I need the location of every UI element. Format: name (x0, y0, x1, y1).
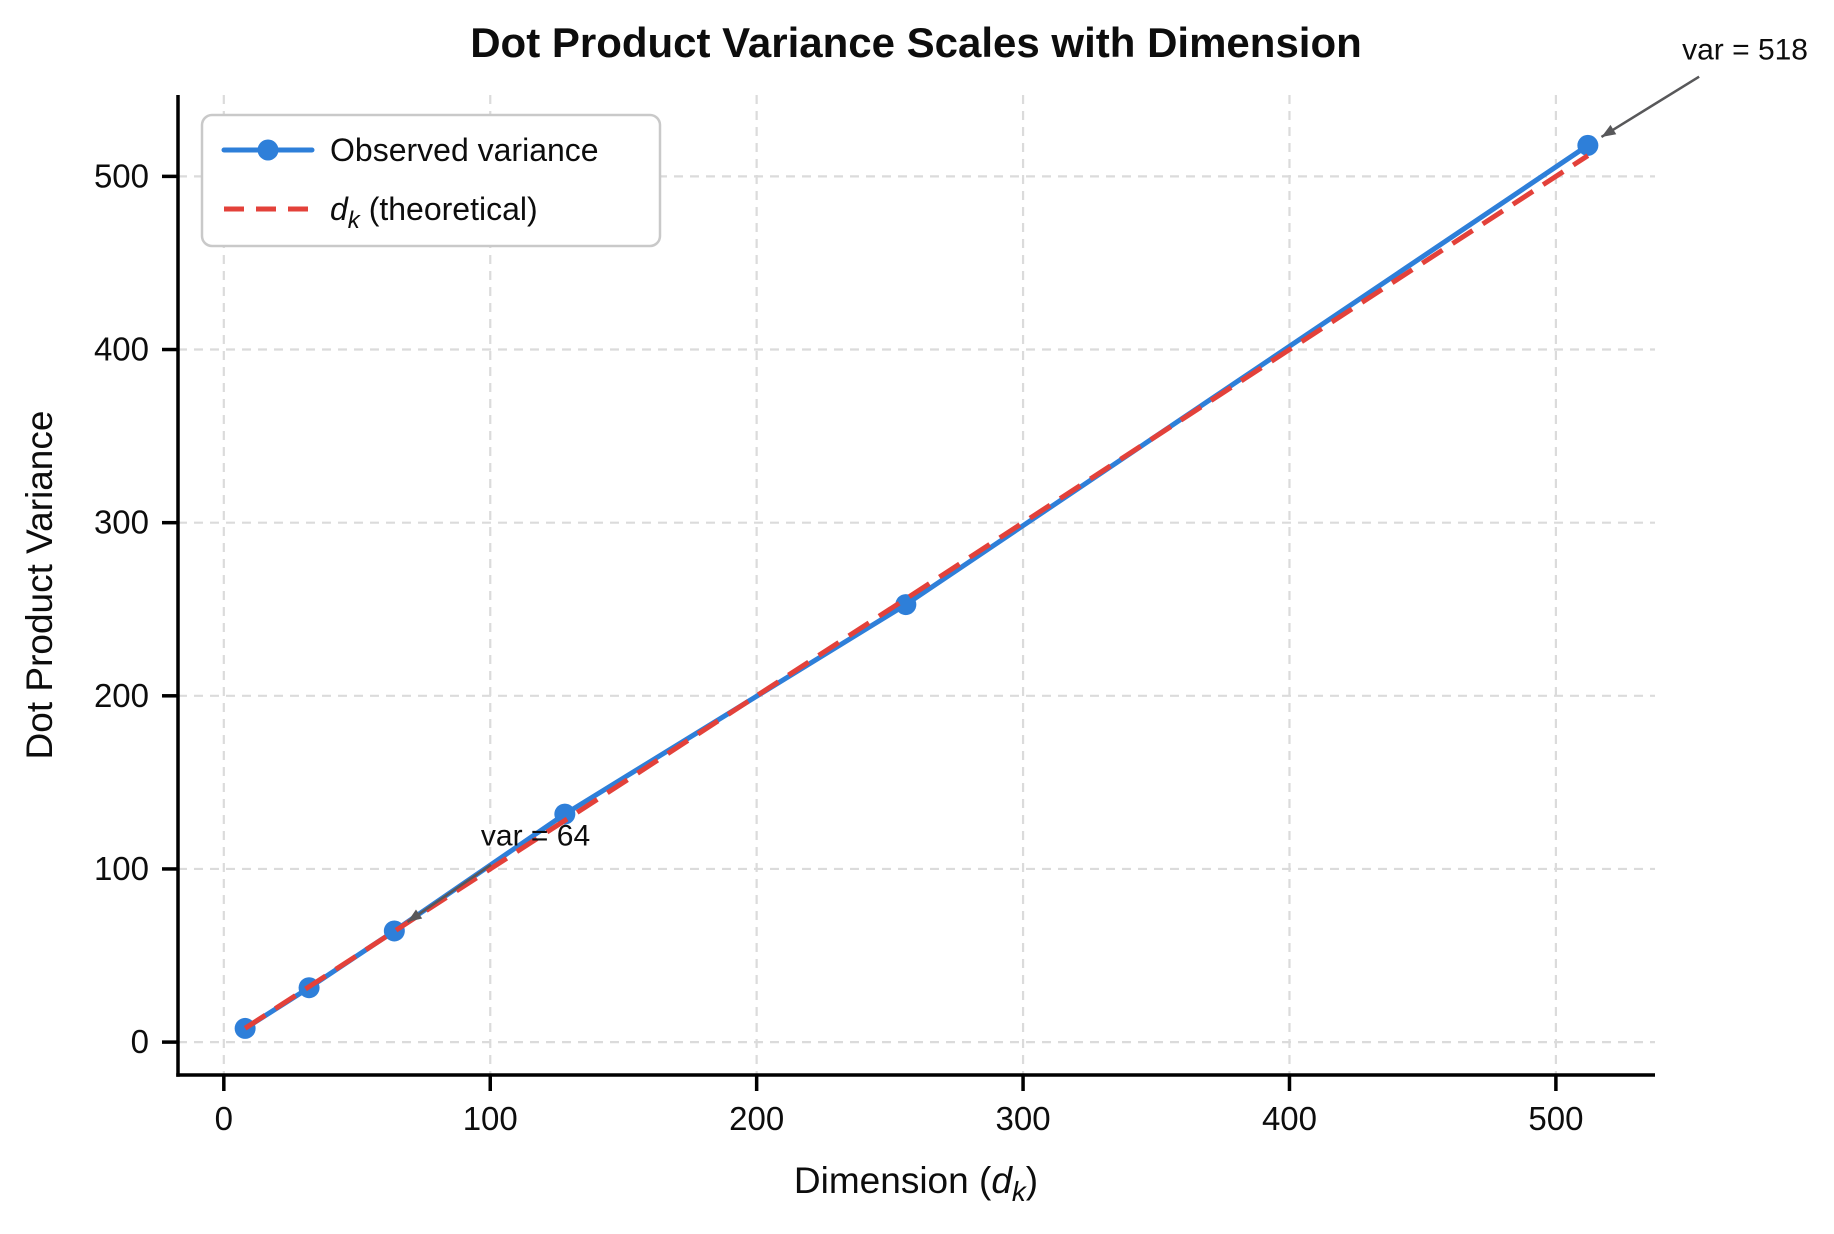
annotation-arrowhead (1601, 124, 1617, 137)
y-tick-label: 0 (131, 1023, 149, 1060)
annotation-text: var = 518 (1682, 33, 1808, 66)
x-tick-label: 0 (215, 1100, 233, 1137)
titles: Dot Product Variance Scales with Dimensi… (19, 19, 1362, 1207)
legend-label: dk (theoretical) (330, 191, 538, 234)
y-tick-label: 200 (94, 677, 149, 714)
data-point-marker (1577, 134, 1599, 156)
x-tick-label: 200 (729, 1100, 784, 1137)
annotations: var = 64 var = 518 (406, 33, 1808, 923)
annotation-text: var = 64 (481, 819, 590, 852)
annotation-arrow (1600, 75, 1700, 139)
data-point-marker (554, 803, 576, 825)
x-tick-label: 400 (1262, 1100, 1317, 1137)
y-tick-label: 300 (94, 504, 149, 541)
y-tick-label: 500 (94, 157, 149, 194)
chart-title: Dot Product Variance Scales with Dimensi… (470, 19, 1362, 66)
y-axis-label: Dot Product Variance (19, 411, 60, 760)
y-tick-label: 400 (94, 331, 149, 368)
legend: Observed variance dk (theoretical) (200, 113, 662, 248)
annotation-arrowhead (407, 909, 423, 922)
theoretical-line (243, 153, 1590, 1031)
annotation-arrow (406, 863, 492, 923)
x-tick-label: 100 (463, 1100, 518, 1137)
x-tick-label: 300 (996, 1100, 1051, 1137)
x-tick-label: 500 (1528, 1100, 1583, 1137)
legend-sample-marker (257, 139, 279, 161)
legend-label: Observed variance (330, 132, 599, 168)
data-point-marker (895, 594, 917, 616)
x-axis-label: Dimension (dk) (794, 1160, 1038, 1207)
gridlines (178, 95, 1655, 1075)
data-series (234, 134, 1599, 1039)
legend-box (200, 113, 662, 248)
axes: 0 100 200 300 400 500 0 100 200 300 400 500 (94, 95, 1655, 1137)
y-tick-label: 100 (94, 850, 149, 887)
